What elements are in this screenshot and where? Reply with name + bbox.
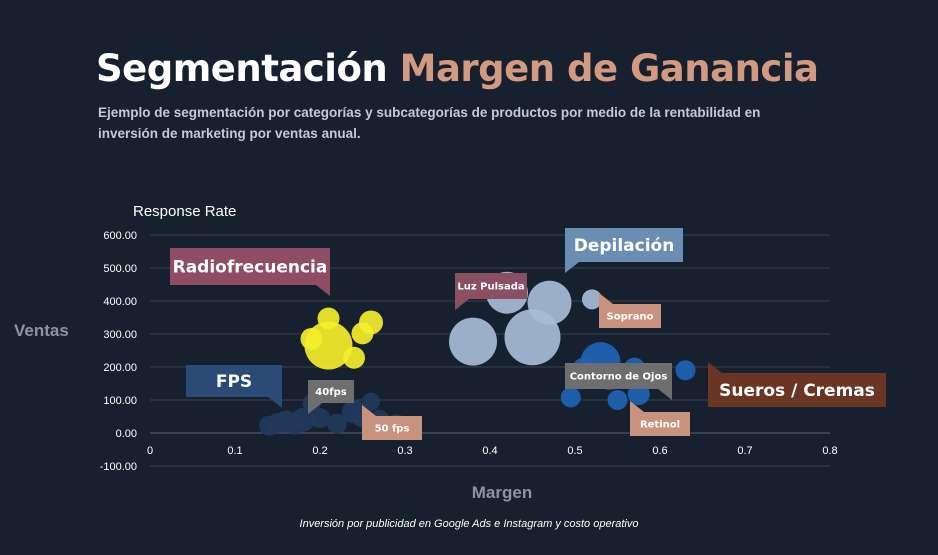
y-tick-label: 400.00	[103, 296, 137, 308]
callout-label: Depilación	[574, 236, 675, 256]
bubble	[607, 390, 628, 410]
callout-label: FPS	[216, 372, 252, 392]
callout: Sueros / Cremas	[708, 362, 886, 407]
callout: 50 fps	[362, 405, 422, 440]
x-tick-label: 0.4	[482, 445, 497, 457]
x-tick-label: 0.7	[737, 445, 752, 457]
bubble	[560, 387, 581, 408]
callouts: Radiofrecuencia Depilación FPS Sueros / Cre…	[170, 228, 886, 440]
callout: Contorno de Ojos	[565, 363, 672, 400]
callout-box	[599, 304, 661, 328]
bubble	[343, 346, 365, 369]
x-tick-label: 0.1	[227, 445, 242, 457]
y-tick-label: -100.00	[100, 461, 137, 473]
bubble	[304, 321, 353, 370]
title-part-accent: Margen de Ganancia	[399, 47, 819, 90]
callout-label: Luz Pulsada	[457, 282, 524, 293]
callout: Radiofrecuencia	[170, 248, 330, 296]
y-tick-label: 0.00	[116, 428, 137, 440]
callout-tail	[268, 397, 282, 408]
chart-title: Response Rate	[133, 203, 236, 220]
callout-box	[362, 416, 422, 440]
callout-tail	[455, 299, 469, 310]
bubble	[675, 360, 696, 381]
x-tick-label: 0.3	[397, 445, 412, 457]
y-tick-label: 100.00	[103, 395, 137, 407]
callout-tail	[316, 285, 330, 296]
bubble	[291, 407, 315, 432]
callout-box	[455, 273, 527, 299]
callout: Soprano	[599, 293, 661, 328]
y-axis-label: Ventas	[14, 321, 69, 340]
callout: Retinol	[630, 401, 690, 436]
callout-box	[565, 363, 672, 389]
x-tick-label: 0.2	[312, 445, 327, 457]
y-tick-label: 300.00	[103, 329, 137, 341]
x-axis-ticks: 0 0.1 0.2 0.3 0.4 0.5 0.6 0.7 0.8	[147, 445, 838, 457]
callout-box	[708, 373, 886, 407]
x-tick-label: 0	[147, 445, 153, 457]
bubble	[527, 280, 572, 325]
page-title: Segmentación Margen de Ganancia	[96, 47, 819, 91]
title-part-white: Segmentación	[96, 47, 388, 90]
callout-box	[186, 365, 282, 397]
x-tick-label: 0.5	[567, 445, 582, 457]
callout-label: Soprano	[607, 312, 654, 323]
bubble	[327, 413, 347, 434]
callout-label: Contorno de Ojos	[570, 372, 668, 383]
y-axis-ticks: -100.00 0.00 100.00 200.00 300.00 400.00 500.0…	[100, 230, 137, 473]
callout-tail	[599, 293, 613, 304]
y-tick-label: 500.00	[103, 263, 137, 275]
page-subtitle: Ejemplo de segmentación por categorías y…	[98, 105, 761, 141]
callout: Depilación	[565, 228, 683, 273]
callout-box	[170, 248, 330, 285]
callout-box	[565, 228, 683, 262]
callout-box	[630, 412, 690, 436]
x-tick-label: 0.8	[822, 445, 837, 457]
callout-tail	[708, 362, 722, 373]
callout-tail	[308, 403, 322, 414]
bubble	[362, 392, 380, 411]
callout-label: 50 fps	[375, 424, 410, 435]
bubble	[359, 310, 383, 335]
callout: 40fps	[308, 380, 354, 414]
footer-note: Inversión por publicidad en Google Ads e…	[299, 518, 639, 530]
callout-tail	[630, 401, 644, 412]
bubble	[582, 289, 602, 310]
bubble	[449, 317, 497, 366]
callout-tail	[362, 405, 376, 416]
callout: FPS	[186, 365, 282, 408]
callout-box	[308, 380, 354, 403]
callout: Luz Pulsada	[455, 273, 527, 310]
callout-label: Radiofrecuencia	[173, 258, 328, 278]
callout-label: 40fps	[315, 387, 346, 398]
bubble	[310, 408, 330, 429]
callout-tail	[658, 389, 672, 400]
y-tick-label: 200.00	[103, 362, 137, 374]
x-tick-label: 0.6	[652, 445, 667, 457]
callout-label: Sueros / Cremas	[719, 381, 875, 401]
x-axis-label: Margen	[472, 483, 532, 502]
callout-tail	[565, 262, 579, 273]
y-tick-label: 600.00	[103, 230, 137, 242]
callout-label: Retinol	[640, 420, 680, 431]
